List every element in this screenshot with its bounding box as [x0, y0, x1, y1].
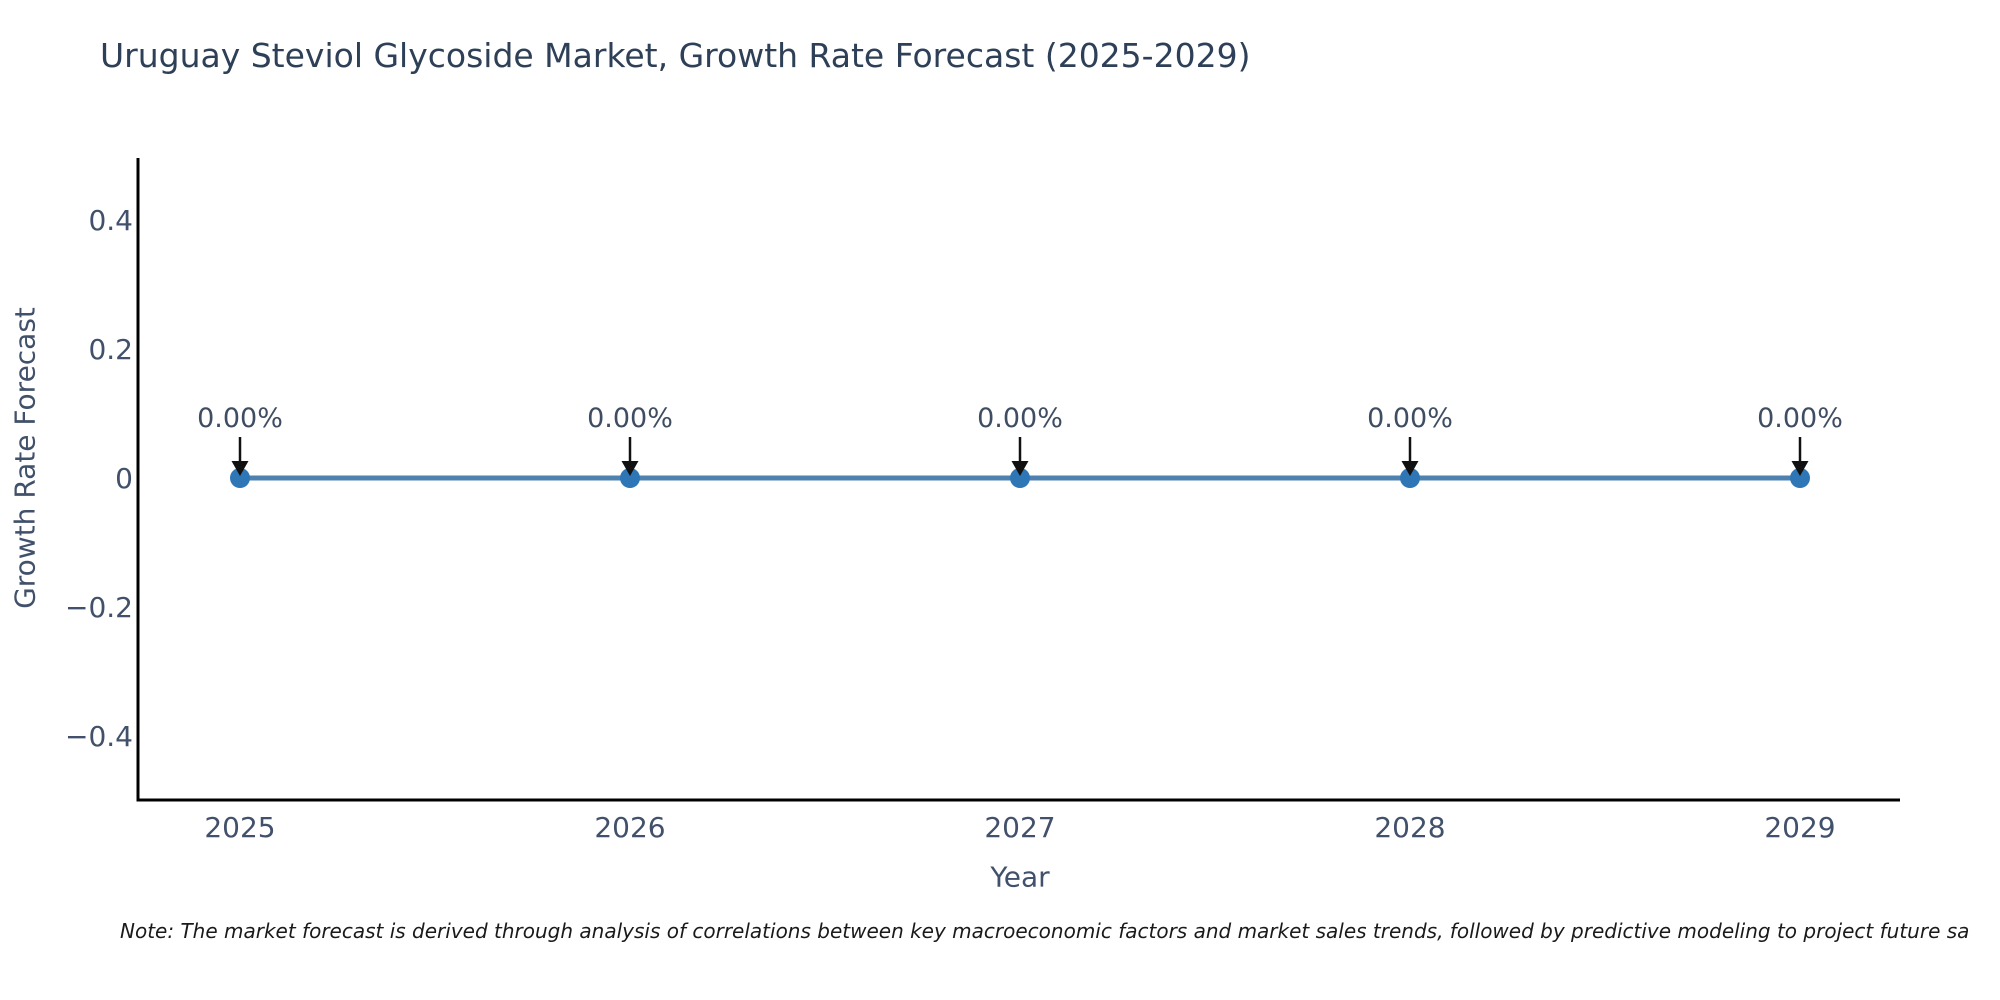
point-value-label: 0.00%: [1757, 403, 1843, 434]
data-point: [1010, 468, 1030, 488]
x-tick-label: 2025: [204, 811, 275, 844]
x-tick-label: 2029: [1764, 811, 1835, 844]
chart-title: Uruguay Steviol Glycoside Market, Growth…: [100, 36, 1251, 75]
x-tick-label: 2027: [984, 811, 1055, 844]
y-tick-label: 0.4: [88, 204, 133, 237]
point-value-label: 0.00%: [587, 403, 673, 434]
annotation-arrow-head: [1791, 461, 1809, 476]
point-value-label: 0.00%: [1367, 403, 1453, 434]
data-point: [230, 468, 250, 488]
annotation-arrow-head: [1401, 461, 1419, 476]
data-point: [620, 468, 640, 488]
y-tick-label: 0: [115, 462, 133, 495]
x-axis-label: Year: [990, 860, 1050, 894]
y-tick-label: 0.2: [88, 333, 133, 366]
x-tick-label: 2028: [1374, 811, 1445, 844]
data-point: [1400, 468, 1420, 488]
annotation-arrow-head: [231, 461, 249, 476]
y-tick-label: −0.4: [65, 720, 133, 753]
annotation-arrow-head: [1011, 461, 1029, 476]
point-value-label: 0.00%: [197, 403, 283, 434]
data-point: [1790, 468, 1810, 488]
annotation-arrow-head: [621, 461, 639, 476]
point-value-label: 0.00%: [977, 403, 1063, 434]
x-tick-label: 2026: [594, 811, 665, 844]
footnote-text: Note: The market forecast is derived thr…: [120, 919, 1970, 943]
y-tick-label: −0.2: [65, 591, 133, 624]
